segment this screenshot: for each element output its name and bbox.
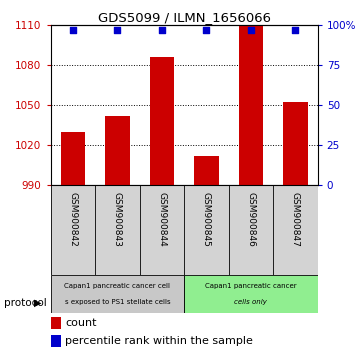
Text: s exposed to PS1 stellate cells: s exposed to PS1 stellate cells (65, 299, 170, 306)
Bar (51, 336, 61, 348)
Title: GDS5099 / ILMN_1656066: GDS5099 / ILMN_1656066 (97, 11, 271, 24)
Text: GSM900844: GSM900844 (157, 192, 166, 247)
Bar (184, 275, 318, 313)
Point (204, 27, 209, 33)
Point (159, 27, 165, 33)
Text: GSM900847: GSM900847 (291, 192, 300, 247)
Bar (194, 156, 219, 185)
Bar (283, 102, 308, 185)
Text: ▶: ▶ (34, 298, 42, 308)
Text: Capan1 pancreatic cancer: Capan1 pancreatic cancer (205, 283, 297, 289)
Text: GSM900843: GSM900843 (113, 192, 122, 247)
Bar (239, 25, 263, 185)
Text: GSM900845: GSM900845 (202, 192, 211, 247)
Point (248, 27, 254, 33)
Text: Capan1 pancreatic cancer cell: Capan1 pancreatic cancer cell (64, 283, 170, 289)
Bar (149, 57, 174, 185)
Text: cells only: cells only (234, 299, 268, 306)
Text: GSM900846: GSM900846 (247, 192, 255, 247)
Bar (61, 132, 85, 185)
Point (292, 27, 298, 33)
Point (114, 27, 120, 33)
Bar (51, 275, 184, 313)
Point (70, 27, 76, 33)
Bar (105, 116, 130, 185)
Text: GSM900842: GSM900842 (68, 192, 77, 247)
Text: protocol: protocol (4, 298, 46, 308)
Bar (51, 316, 61, 329)
Text: count: count (65, 318, 97, 328)
Text: percentile rank within the sample: percentile rank within the sample (65, 336, 253, 347)
